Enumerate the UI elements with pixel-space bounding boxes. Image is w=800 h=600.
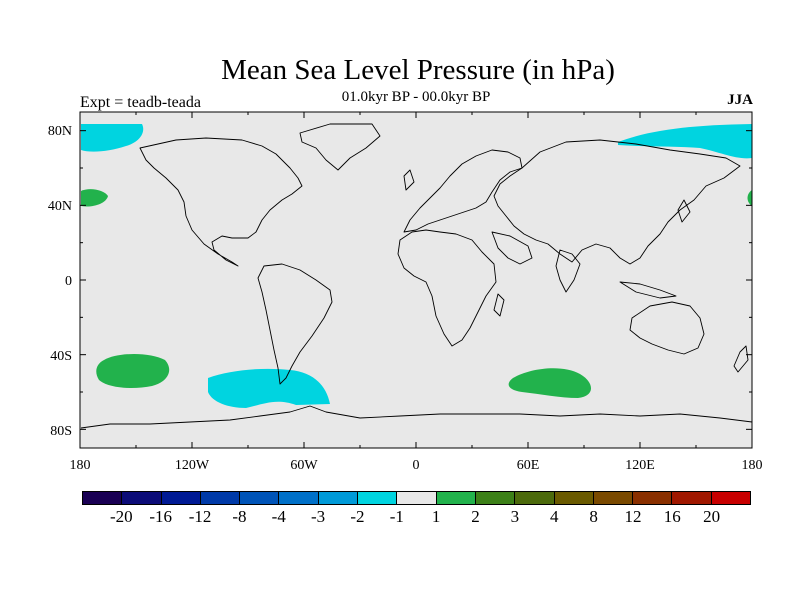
colorbar-cell [83, 492, 123, 504]
antarctica-coast [80, 405, 753, 429]
africa-coast [397, 229, 497, 347]
colorbar-label: 1 [431, 507, 441, 526]
anomaly-layer [81, 124, 752, 408]
colorbar-cell [122, 492, 162, 504]
north-atlantic-arctic-negative [81, 124, 144, 152]
colorbar-label: 20 [703, 507, 721, 526]
india-coast [555, 249, 581, 293]
colorbar-cell [161, 492, 201, 504]
experiment-label: Expt = teadb-teada [80, 94, 201, 111]
colorbar-label: -4 [271, 507, 286, 526]
colorbar-label: -1 [389, 507, 404, 526]
colorbar-label: -16 [149, 507, 173, 526]
figure-title: Mean Sea Level Pressure (in hPa) [221, 54, 615, 86]
season-label: JJA [727, 92, 753, 108]
drake-passage-negative [208, 368, 330, 408]
lon-tick-label: 60W [290, 458, 318, 473]
australia-coast [629, 301, 705, 355]
lon-tick-label: 120E [625, 458, 655, 473]
greenland-coast [299, 123, 381, 171]
colorbar-label: -12 [188, 507, 212, 526]
colorbar-label: 2 [471, 507, 480, 526]
indonesia-coast [619, 281, 677, 299]
period-label: 01.0kyr BP - 00.0kyr BP [341, 89, 491, 105]
lat-tick-label: 40N [47, 199, 72, 214]
uk-coast [403, 169, 415, 191]
map-background [80, 112, 752, 448]
north-america-coast [139, 137, 303, 267]
colorbar-cell [475, 492, 516, 504]
colorbar-label: 16 [663, 507, 681, 526]
lat-tick-label: 40S [50, 349, 72, 364]
lon-tick-label: 0 [412, 458, 420, 473]
south-pacific-positive [96, 354, 170, 388]
colorbar-label: -3 [311, 507, 326, 526]
north-pacific-arctic-negative [618, 124, 752, 159]
arabian-peninsula-coast [491, 231, 533, 265]
colorbar-cell [436, 492, 476, 504]
axis-ticks [79, 112, 753, 448]
colorbar-cell [554, 492, 594, 504]
coastlines [80, 123, 753, 429]
colorbar-cell [358, 492, 398, 504]
lon-tick-label: 60E [516, 458, 540, 473]
colorbar-cell [711, 492, 751, 504]
colorbar-label: 3 [510, 507, 520, 526]
colorbar-cell [318, 492, 359, 504]
lon-tick-label: 180 [741, 458, 763, 473]
colorbar [82, 491, 751, 505]
colorbar-cell [240, 492, 280, 504]
colorbar-label: 8 [589, 507, 598, 526]
madagascar-coast [493, 293, 505, 317]
colorbar-label: 4 [549, 507, 559, 526]
lat-tick-label: 80N [47, 124, 72, 139]
asia-coast [493, 139, 741, 265]
colorbar-cell [633, 492, 673, 504]
north-pacific-positive-east [747, 190, 752, 206]
japan-coast [677, 199, 691, 223]
colorbar-label: -20 [110, 507, 133, 526]
colorbar-cell [515, 492, 555, 504]
colorbar-cell [200, 492, 241, 504]
colorbar-cell [593, 492, 634, 504]
colorbar-cell [397, 492, 437, 504]
north-pacific-positive [81, 189, 108, 207]
colorbar-label: -8 [232, 507, 247, 526]
colorbar-label: 12 [624, 507, 642, 526]
lon-tick-label: 120W [174, 458, 210, 473]
lat-tick-label: 0 [65, 274, 72, 289]
new-zealand-coast [733, 345, 749, 373]
colorbar-cell [672, 492, 712, 504]
lon-tick-label: 180 [69, 458, 91, 473]
south-indian-positive [508, 368, 591, 398]
south-america-coast [257, 263, 333, 385]
colorbar-label: -2 [350, 507, 365, 526]
colorbar-cell [279, 492, 319, 504]
lat-tick-label: 80S [50, 424, 72, 439]
